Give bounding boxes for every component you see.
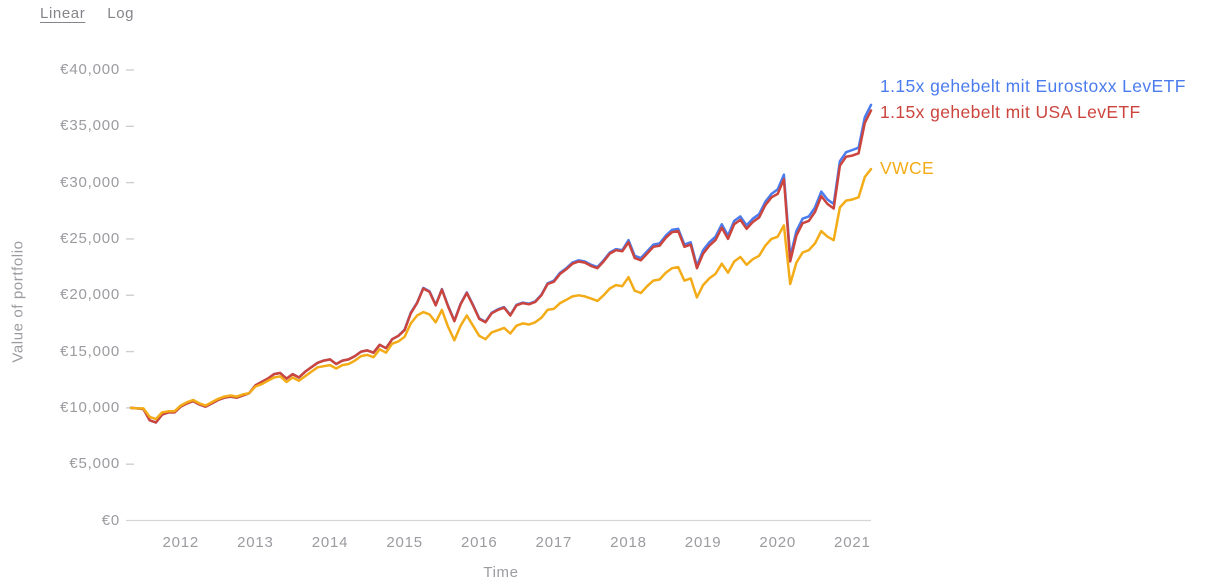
legend-label-eurostoxx-levetf: 1.15x gehebelt mit Eurostoxx LevETF: [880, 76, 1186, 96]
y-tick-label: €5,000: [69, 455, 120, 473]
series-line-usa-levetf: [129, 109, 873, 424]
series-line-eurostoxx-levetf: [129, 103, 873, 424]
scale-log-button[interactable]: Log: [107, 5, 135, 22]
x-tick-label: 2014: [311, 534, 349, 551]
legend-label-vwce: VWCE: [880, 158, 935, 178]
y-tick-label: €40,000: [60, 61, 120, 78]
y-tick-label: €10,000: [60, 398, 120, 416]
y-tick-label: €35,000: [60, 117, 120, 135]
x-tick-label: 2015: [386, 534, 423, 551]
y-tick-label: €25,000: [60, 229, 120, 247]
series-line-vwce: [129, 167, 873, 421]
x-axis-title: Time: [483, 564, 519, 581]
legend-label-usa-levetf: 1.15x gehebelt mit USA LevETF: [880, 102, 1141, 122]
x-tick-label: 2018: [610, 534, 647, 551]
x-tick-label: 2019: [684, 534, 722, 551]
x-tick-label: 2017: [535, 534, 573, 551]
y-tick-label: €20,000: [60, 286, 120, 304]
x-tick-label: 2020: [759, 534, 796, 551]
x-tick-label: 2013: [237, 534, 274, 551]
scale-linear-button[interactable]: Linear: [40, 5, 86, 22]
y-tick-label: €15,000: [60, 342, 120, 360]
y-tick-label: €0: [101, 511, 120, 529]
x-tick-label: 2012: [162, 534, 200, 551]
x-tick-label: 2021: [834, 534, 871, 551]
scale-toggle: Linear Log: [40, 5, 134, 22]
x-tick-label: 2016: [460, 534, 498, 551]
y-tick-label: €30,000: [60, 173, 120, 191]
